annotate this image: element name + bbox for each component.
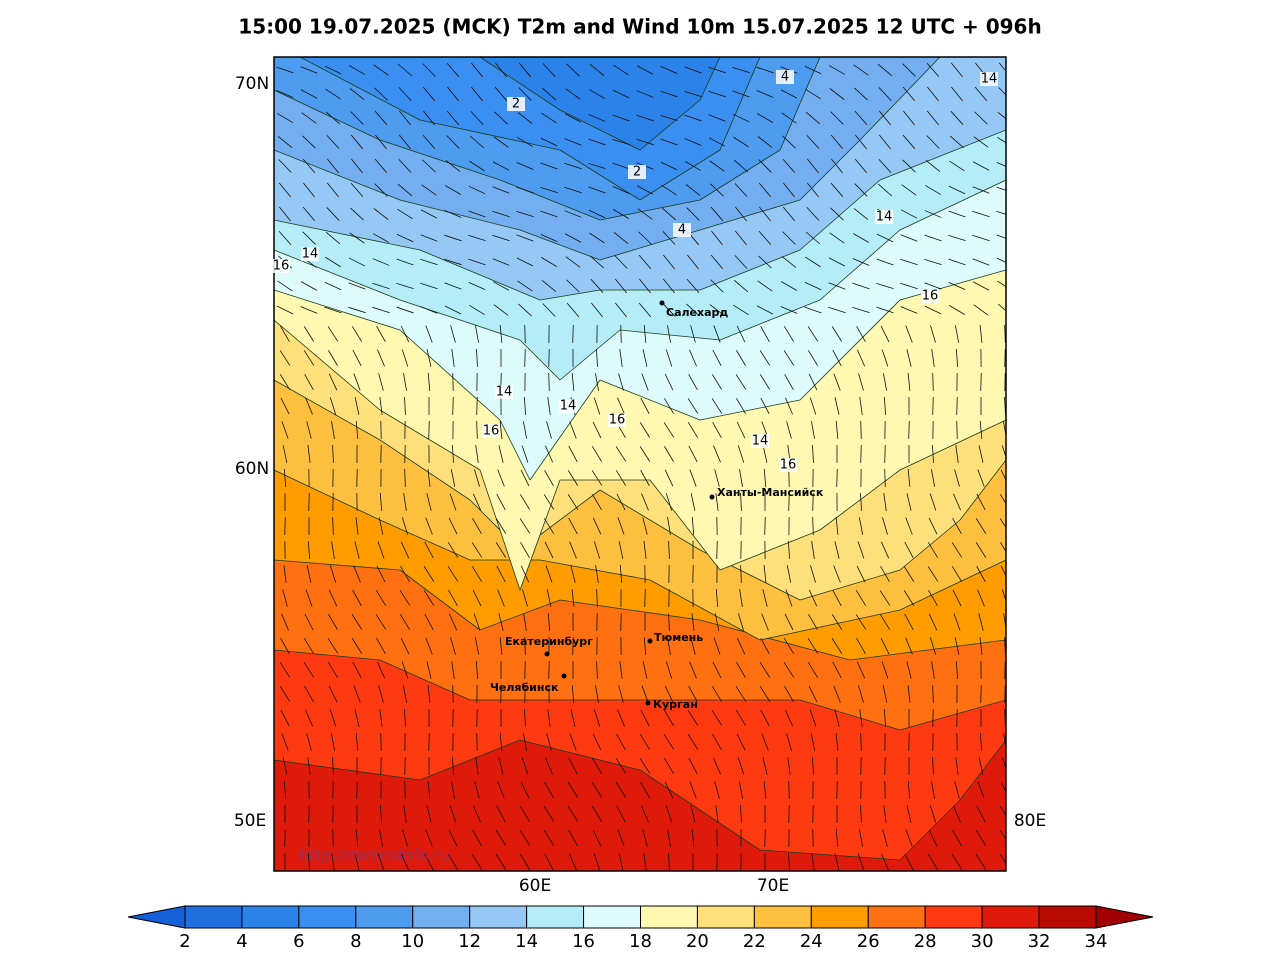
contour-label: 16	[922, 289, 939, 304]
colorbar-tick-label: 14	[515, 931, 538, 952]
wind-barb	[285, 829, 286, 847]
contour-label: 4	[678, 223, 686, 238]
colorbar-box	[299, 906, 356, 928]
watermark: http://meteoinfo.ru	[298, 846, 450, 865]
colorbar-box	[356, 906, 413, 928]
colorbar-under	[128, 906, 185, 928]
wind-barb	[909, 421, 910, 439]
wind-barb	[789, 781, 790, 799]
colorbar-box	[868, 906, 925, 928]
colorbar-box	[697, 906, 754, 928]
wind-barb	[621, 613, 622, 631]
colorbar-tick-label: 2	[179, 931, 190, 952]
contour-label: 16	[609, 413, 626, 428]
city-label: Челябинск	[490, 681, 559, 694]
colorbar-tick-label: 26	[857, 931, 880, 952]
colorbar-box	[185, 906, 242, 928]
wind-barb	[909, 733, 910, 751]
colorbar-over	[1096, 906, 1153, 928]
colorbar-tick-label: 28	[914, 931, 937, 952]
colorbar-box	[641, 906, 698, 928]
lon-label: 80E	[1014, 811, 1046, 831]
city-dot	[562, 674, 567, 679]
wind-barb	[981, 373, 982, 391]
city-label: Курган	[653, 698, 698, 711]
colorbar-tick-label: 12	[458, 931, 481, 952]
city-dot	[710, 495, 715, 500]
colorbar-tick-label: 18	[629, 931, 652, 952]
contour-label: 16	[780, 458, 797, 473]
wind-barb	[885, 469, 886, 487]
wind-barb	[645, 589, 646, 607]
city-dot	[646, 701, 651, 706]
colorbar-box	[470, 906, 527, 928]
wind-barb	[285, 517, 286, 535]
wind-barb	[381, 733, 382, 751]
wind-barb	[429, 733, 430, 751]
colorbar-tick-label: 32	[1028, 931, 1051, 952]
contour-label: 2	[633, 165, 641, 180]
colorbar-tick-label: 16	[572, 931, 595, 952]
colorbar-box	[413, 906, 470, 928]
colorbar-tick-label: 24	[800, 931, 823, 952]
wind-barb	[957, 709, 958, 727]
wind-barb	[765, 517, 766, 535]
colorbar-tick-label: 34	[1085, 931, 1108, 952]
colorbar-tick-label: 10	[401, 931, 424, 952]
contour-label: 14	[981, 72, 998, 87]
wind-barb	[405, 781, 406, 799]
wind-barb	[549, 373, 550, 391]
wind-barb	[837, 469, 838, 487]
wind-barb	[429, 421, 430, 439]
map-title: 15:00 19.07.2025 (MCK) T2m and Wind 10m …	[238, 15, 1041, 39]
colorbar-box	[754, 906, 811, 928]
lat-label: 60N	[235, 459, 269, 479]
contour-label: 14	[496, 385, 513, 400]
lon-label: 70E	[757, 876, 789, 896]
colorbar-tick-label: 6	[293, 931, 304, 952]
colorbar-tick-label: 8	[350, 931, 361, 952]
colorbar-box	[1039, 906, 1096, 928]
wind-barb	[765, 829, 766, 847]
colorbar-box	[584, 906, 641, 928]
contour-label: 14	[302, 247, 319, 262]
wind-barb	[573, 325, 574, 343]
contour-label: 4	[781, 70, 789, 85]
contour-label: 14	[560, 399, 577, 414]
colorbar-box	[811, 906, 868, 928]
colorbar-tick-label: 4	[236, 931, 247, 952]
colorbar-tick-label: 20	[686, 931, 709, 952]
contour-label: 2	[512, 97, 520, 112]
contour-label: 14	[876, 210, 893, 225]
lon-label: 60E	[519, 876, 551, 896]
wind-barb	[861, 421, 862, 439]
colorbar-tick-label: 22	[743, 931, 766, 952]
wind-barb	[837, 781, 838, 799]
contour-label: 16	[483, 424, 500, 439]
contour-label: 14	[752, 434, 769, 449]
city-label: Тюмень	[654, 631, 703, 644]
wind-barb	[525, 325, 526, 343]
wind-barb	[981, 685, 982, 703]
wind-barb	[693, 565, 694, 583]
city-label: Екатеринбург	[505, 635, 593, 648]
contour-label: 16	[273, 259, 290, 274]
wind-barb	[309, 493, 310, 511]
city-label: Ханты-Мансийск	[717, 486, 824, 499]
colorbar-box	[925, 906, 982, 928]
city-label: Салехард	[666, 306, 728, 319]
wind-barb	[357, 469, 358, 487]
lat-label: 70N	[235, 74, 269, 94]
city-dot	[648, 639, 653, 644]
colorbar-box	[982, 906, 1039, 928]
city-dot	[660, 301, 665, 306]
lon-label: 50E	[234, 811, 266, 831]
colorbar-box	[242, 906, 299, 928]
wind-barb	[357, 781, 358, 799]
colorbar-box	[527, 906, 584, 928]
colorbar-tick-label: 30	[971, 931, 994, 952]
city-dot	[545, 652, 550, 657]
